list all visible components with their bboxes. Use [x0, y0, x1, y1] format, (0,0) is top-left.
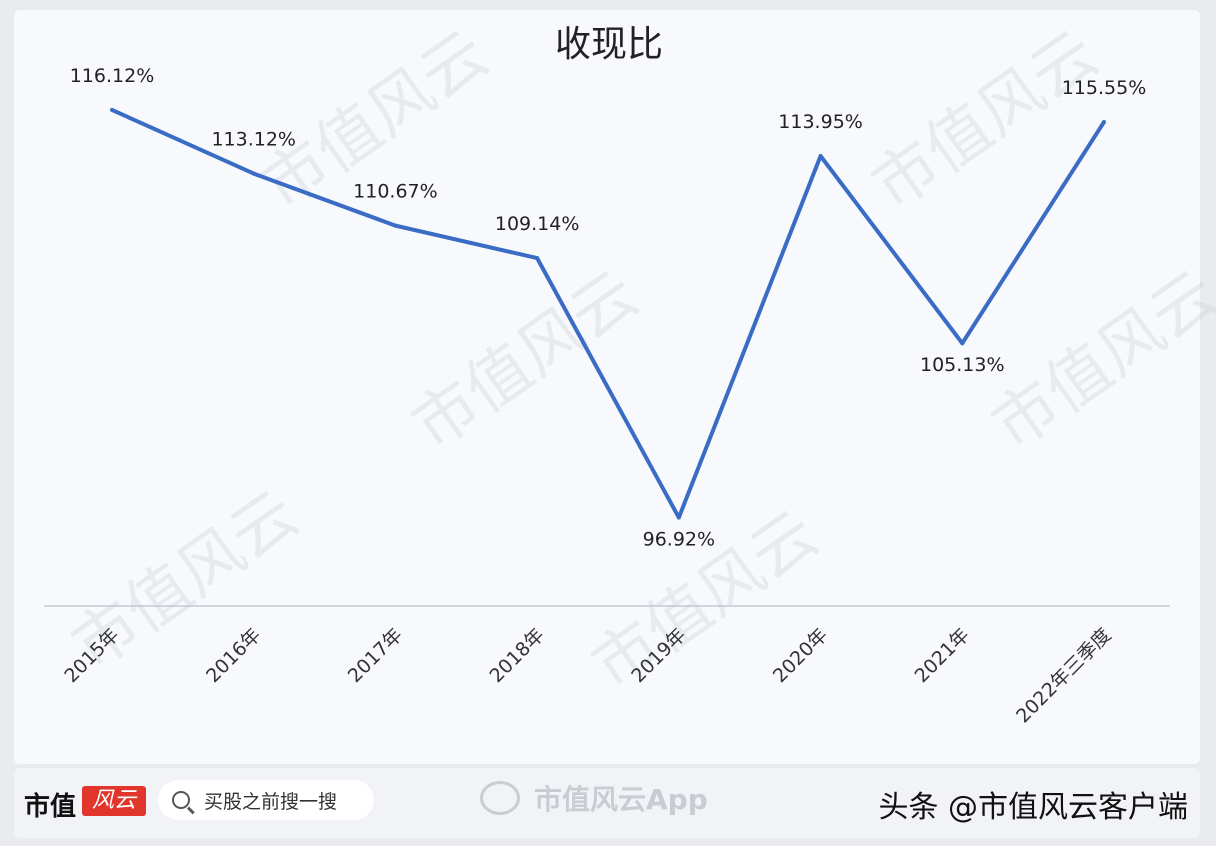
data-label: 105.13% — [920, 354, 1005, 376]
source-credit: 头条 @市值风云客户端 — [878, 790, 1188, 825]
x-tick-label: 2021年 — [911, 624, 974, 687]
brand-logo: 风云 — [82, 786, 146, 816]
x-tick-label: 2017年 — [344, 624, 407, 687]
footer-bar: 市值 风云 买股之前搜一搜 市值风云App 头条 @市值风云客户端 — [14, 768, 1200, 838]
data-point — [818, 153, 823, 158]
x-tick-label: 2018年 — [485, 624, 548, 687]
data-point — [393, 223, 398, 228]
line-chart: 收现比 116.12% 113.12% 110.67% 109.14% 96.92% 11… — [44, 24, 1170, 727]
data-point — [535, 256, 540, 261]
data-label: 113.12% — [211, 129, 296, 151]
data-point — [110, 107, 114, 112]
x-tick-label: 2020年 — [769, 624, 832, 687]
data-label: 116.12% — [70, 65, 155, 87]
data-label: 115.55% — [1062, 77, 1147, 99]
app-name: 市值风云App — [534, 783, 708, 816]
x-tick-label: 2016年 — [202, 624, 265, 687]
data-point — [1102, 120, 1106, 125]
data-label: 113.95% — [778, 111, 863, 133]
chart-card: 市值风云 市值风云 市值风云 市值风云 市值风云 市值风云 收现比 116.12… — [14, 10, 1216, 764]
data-point — [251, 171, 256, 176]
x-tick-label: 2019年 — [627, 624, 690, 687]
data-label: 110.67% — [353, 181, 438, 203]
weibo-icon — [480, 781, 520, 815]
data-label: 109.14% — [495, 213, 580, 235]
chart-title: 收现比 — [555, 24, 663, 65]
data-point — [960, 341, 965, 346]
data-point — [676, 515, 681, 520]
x-tick-label: 2022年三季度 — [1012, 624, 1115, 727]
search-box[interactable]: 买股之前搜一搜 — [158, 780, 374, 820]
x-tick-label: 2015年 — [60, 624, 123, 687]
search-placeholder: 买股之前搜一搜 — [204, 790, 338, 813]
search-icon — [172, 791, 190, 809]
app-watermark: 市值风云App — [480, 778, 708, 818]
brand-name: 市值 — [24, 792, 77, 822]
data-label: 96.92% — [643, 529, 715, 551]
series-line — [111, 108, 1106, 520]
